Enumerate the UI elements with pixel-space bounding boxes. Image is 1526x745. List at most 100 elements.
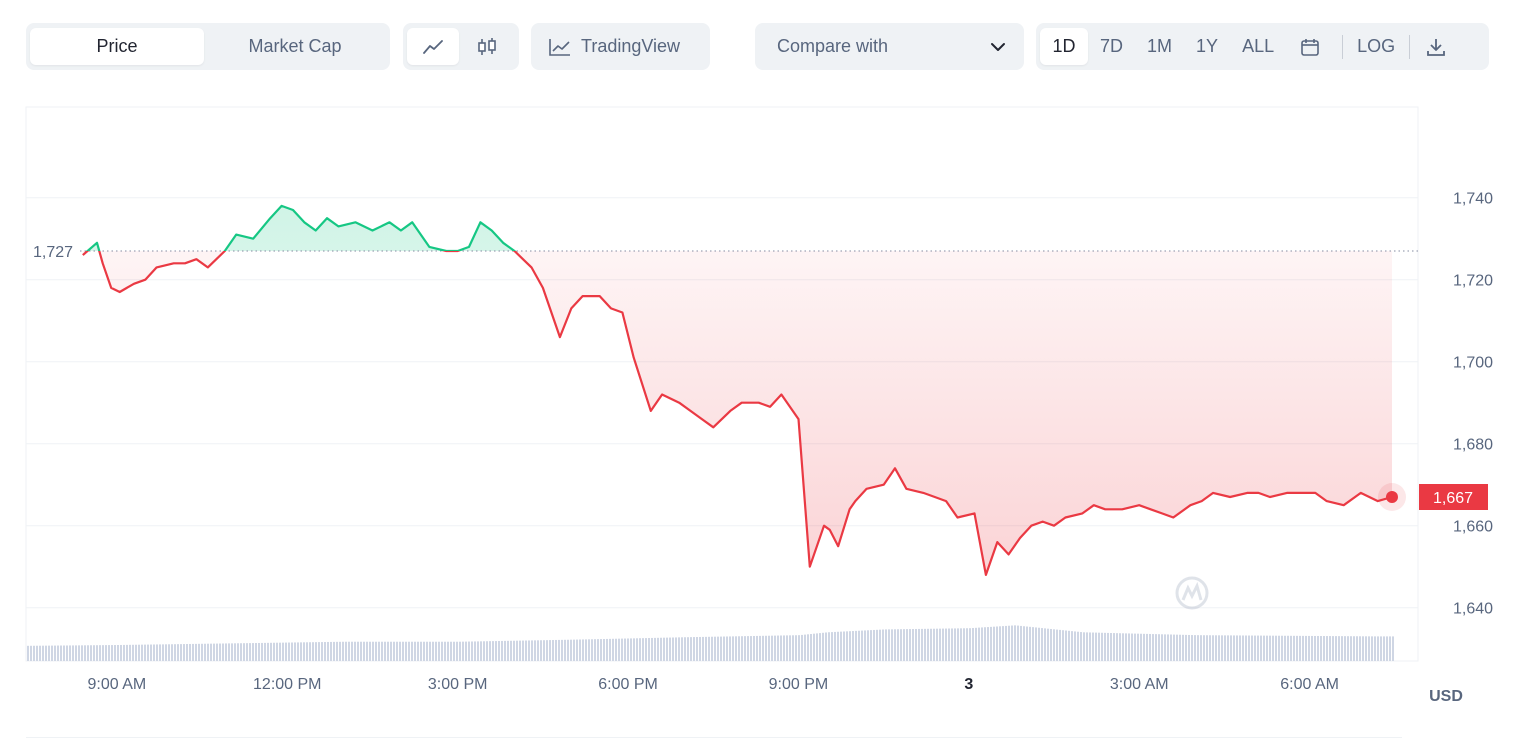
candlestick-button[interactable] bbox=[459, 28, 515, 65]
line-chart-button[interactable] bbox=[407, 28, 459, 65]
volume-bar bbox=[810, 634, 812, 661]
volume-bar bbox=[1353, 636, 1355, 661]
volume-bar bbox=[1209, 635, 1211, 661]
volume-bar bbox=[1326, 636, 1328, 661]
volume-bar bbox=[696, 637, 698, 661]
volume-bar bbox=[684, 637, 686, 661]
volume-bar bbox=[1236, 635, 1238, 661]
volume-bar bbox=[231, 643, 233, 661]
volume-bar bbox=[1068, 630, 1070, 661]
volume-bar bbox=[645, 638, 647, 661]
volume-bar bbox=[609, 638, 611, 661]
volume-bar bbox=[813, 633, 815, 661]
volume-bar bbox=[1086, 632, 1088, 661]
volume-bar bbox=[1125, 633, 1127, 661]
volume-bar bbox=[297, 642, 299, 661]
volume-bar bbox=[210, 643, 212, 661]
volume-bar bbox=[675, 637, 677, 661]
volume-bar bbox=[339, 641, 341, 661]
volume-bar bbox=[255, 643, 257, 661]
volume-bar bbox=[1071, 631, 1073, 661]
volume-bar bbox=[633, 638, 635, 661]
volume-bar bbox=[99, 645, 101, 661]
download-icon bbox=[1427, 38, 1446, 56]
range-all[interactable]: ALL bbox=[1242, 36, 1275, 56]
volume-bar bbox=[819, 633, 821, 661]
volume-bar bbox=[51, 645, 53, 661]
x-tick-label: 3:00 PM bbox=[428, 676, 488, 693]
current-price-label: 1,667 bbox=[1433, 490, 1473, 507]
volume-bar bbox=[981, 627, 983, 661]
volume-bar bbox=[141, 644, 143, 661]
volume-bar bbox=[1278, 635, 1280, 661]
volume-bar bbox=[36, 645, 38, 661]
volume-bar bbox=[567, 639, 569, 661]
chart-toolbar: Price Market Cap TradingView Compare wit… bbox=[0, 23, 1526, 71]
volume-bar bbox=[519, 640, 521, 661]
volume-bar bbox=[1032, 627, 1034, 661]
volume-bar bbox=[750, 636, 752, 661]
volume-bar bbox=[387, 641, 389, 661]
volume-bar bbox=[1263, 635, 1265, 661]
volume-bar bbox=[939, 628, 941, 661]
volume-bar bbox=[1332, 636, 1334, 661]
range-1m[interactable]: 1M bbox=[1147, 36, 1173, 56]
volume-bar bbox=[855, 630, 857, 661]
tab-price[interactable]: Price bbox=[30, 28, 204, 65]
volume-bar bbox=[1026, 626, 1028, 661]
tradingview-button[interactable]: TradingView bbox=[531, 23, 710, 70]
x-tick-label: 3 bbox=[964, 676, 973, 693]
volume-bar bbox=[1023, 626, 1025, 661]
volume-bar bbox=[336, 641, 338, 661]
volume-bar bbox=[1302, 635, 1304, 661]
volume-bar bbox=[204, 643, 206, 661]
log-scale-toggle[interactable]: LOG bbox=[1357, 36, 1396, 56]
volume-bar bbox=[294, 642, 296, 661]
volume-bar bbox=[321, 642, 323, 661]
volume-bar bbox=[1392, 636, 1394, 661]
volume-bar bbox=[426, 641, 428, 661]
volume-bar bbox=[360, 641, 362, 661]
volume-bar bbox=[1368, 636, 1370, 661]
volume-bar bbox=[729, 636, 731, 661]
volume-bar bbox=[192, 643, 194, 661]
time-range-group: 1D 7D 1M 1Y ALL LOG bbox=[1036, 23, 1489, 70]
volume-bar bbox=[879, 629, 881, 661]
volume-bar bbox=[432, 641, 434, 661]
volume-bar bbox=[147, 644, 149, 661]
volume-bar bbox=[1293, 635, 1295, 661]
volume-bar bbox=[354, 641, 356, 661]
volume-bar bbox=[462, 641, 464, 661]
volume-bar bbox=[948, 628, 950, 661]
range-1y[interactable]: 1Y bbox=[1196, 36, 1219, 56]
volume-bar bbox=[1218, 635, 1220, 661]
volume-bar bbox=[318, 642, 320, 661]
volume-bar bbox=[1008, 625, 1010, 661]
range-7d[interactable]: 7D bbox=[1100, 36, 1124, 56]
coinmarketcap-watermark-icon bbox=[1175, 576, 1209, 610]
date-range-button[interactable] bbox=[1286, 28, 1334, 65]
volume-bar bbox=[1374, 636, 1376, 661]
volume-bar bbox=[1248, 635, 1250, 661]
volume-bar bbox=[636, 638, 638, 661]
volume-bar bbox=[1173, 634, 1175, 661]
range-1d[interactable]: 1D bbox=[1040, 28, 1088, 65]
volume-bar bbox=[96, 645, 98, 661]
volume-bar bbox=[804, 634, 806, 661]
volume-bar bbox=[777, 635, 779, 661]
volume-bar bbox=[1287, 635, 1289, 661]
compare-with-dropdown[interactable]: Compare with bbox=[755, 23, 1024, 70]
tab-market-cap[interactable]: Market Cap bbox=[248, 36, 342, 56]
volume-bar bbox=[546, 640, 548, 661]
volume-bar bbox=[1362, 636, 1364, 661]
download-button[interactable] bbox=[1418, 28, 1454, 65]
volume-bar bbox=[264, 642, 266, 661]
volume-bar bbox=[1215, 635, 1217, 661]
volume-bar bbox=[807, 634, 809, 661]
volume-bar bbox=[552, 640, 554, 661]
volume-bar bbox=[990, 626, 992, 661]
volume-bar bbox=[927, 628, 929, 661]
volume-bar bbox=[843, 631, 845, 661]
volume-bar bbox=[1254, 635, 1256, 661]
volume-bar bbox=[474, 641, 476, 661]
